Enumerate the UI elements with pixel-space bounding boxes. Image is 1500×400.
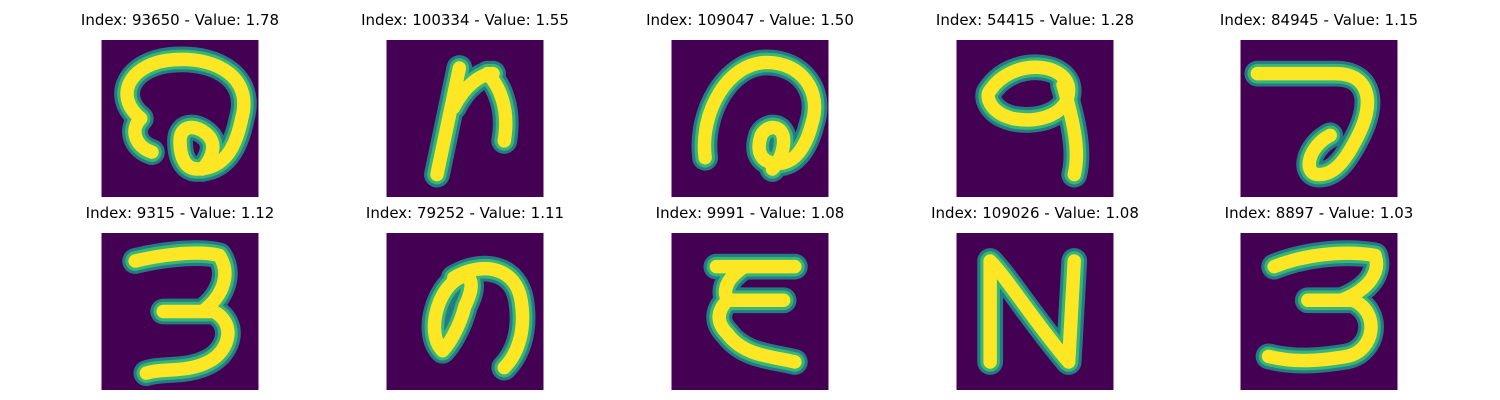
grid-cell: Index: 79252 - Value: 1.11: [355, 199, 575, 390]
grid-cell: Index: 9315 - Value: 1.12: [70, 199, 290, 390]
grid-cell: Index: 109047 - Value: 1.50: [640, 6, 860, 197]
cell-title: Index: 84945 - Value: 1.15: [1219, 11, 1419, 29]
handwritten-glyph-image: [101, 40, 259, 197]
grid-cell: Index: 9991 - Value: 1.08: [640, 199, 860, 390]
cell-title: Index: 54415 - Value: 1.28: [935, 11, 1135, 29]
handwritten-glyph-image: [1240, 40, 1398, 197]
grid-cell: Index: 54415 - Value: 1.28: [925, 6, 1145, 197]
cell-title: Index: 100334 - Value: 1.55: [361, 11, 569, 29]
grid-cell: Index: 8897 - Value: 1.03: [1209, 199, 1429, 390]
handwritten-glyph-image: [386, 40, 544, 197]
handwritten-glyph-image: [956, 40, 1114, 197]
grid-cell: Index: 84945 - Value: 1.15: [1209, 6, 1429, 197]
cell-title: Index: 9315 - Value: 1.12: [85, 204, 275, 222]
grid-cell: Index: 93650 - Value: 1.78: [70, 6, 290, 197]
handwritten-glyph-image: [101, 233, 259, 390]
glyph-stroke-core: [120, 52, 251, 176]
glyph-stroke-core: [128, 246, 235, 380]
glyph-stroke-core: [1250, 66, 1375, 182]
grid-cell: Index: 109026 - Value: 1.08: [925, 199, 1145, 390]
glyph-stroke-core: [983, 254, 1081, 369]
glyph-stroke-core: [430, 61, 513, 182]
handwritten-glyph-image: [956, 233, 1114, 390]
cell-title: Index: 9991 - Value: 1.08: [655, 204, 845, 222]
handwritten-glyph-image: [386, 233, 544, 390]
handwritten-glyph-image: [671, 40, 829, 197]
glyph-stroke-core: [697, 55, 822, 176]
cell-title: Index: 109026 - Value: 1.08: [931, 204, 1139, 222]
cell-title: Index: 79252 - Value: 1.11: [365, 204, 565, 222]
glyph-stroke-core: [709, 259, 802, 369]
cell-title: Index: 93650 - Value: 1.78: [80, 11, 280, 29]
glyph-stroke-core: [427, 261, 530, 375]
cell-title: Index: 8897 - Value: 1.03: [1224, 204, 1414, 222]
glyph-stroke-core: [981, 60, 1084, 182]
handwritten-glyph-image: [671, 233, 829, 390]
cell-title: Index: 109047 - Value: 1.50: [646, 11, 854, 29]
grid-cell: Index: 100334 - Value: 1.55: [355, 6, 575, 197]
glyph-stroke-core: [1261, 246, 1384, 368]
handwritten-glyph-image: [1240, 233, 1398, 390]
